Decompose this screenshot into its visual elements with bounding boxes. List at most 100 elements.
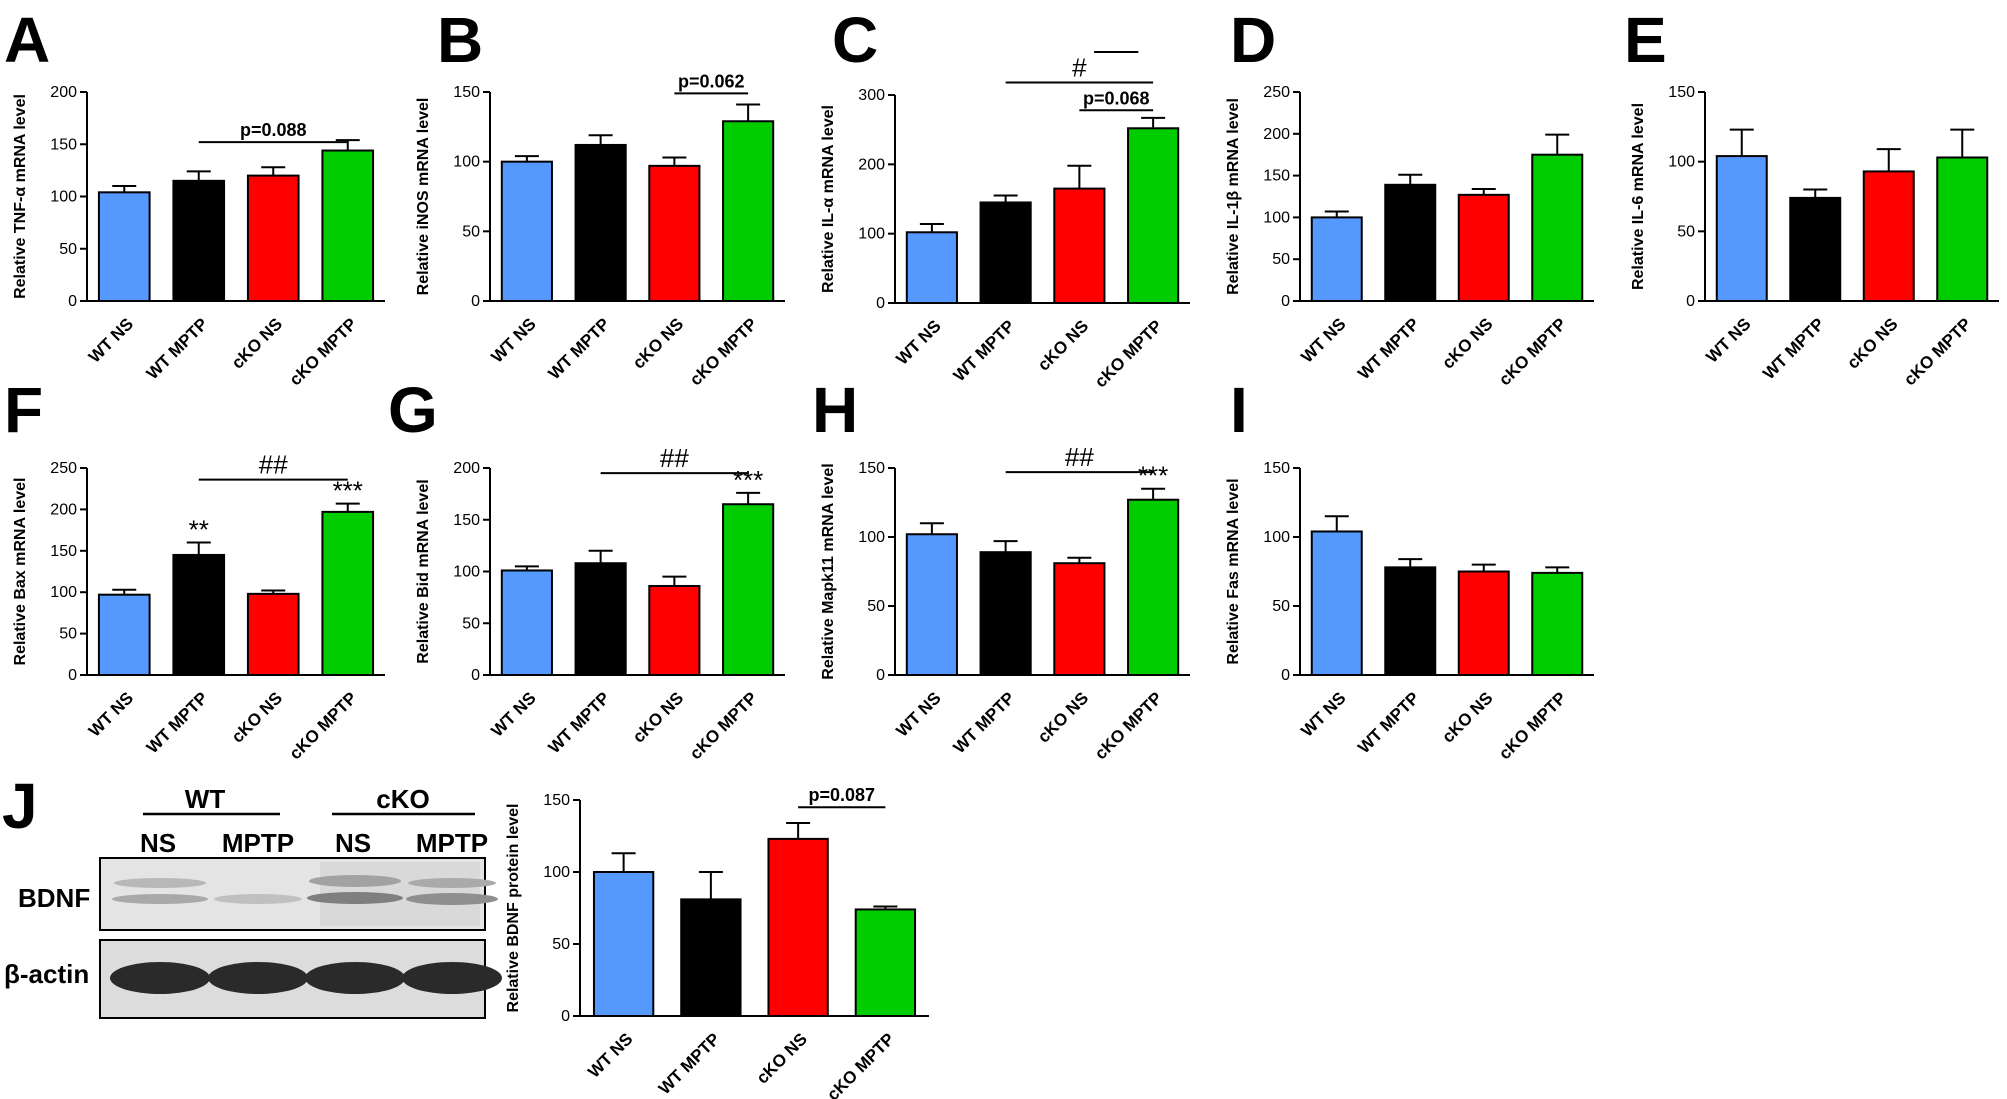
category-label: cKO MPTP bbox=[1495, 314, 1570, 389]
y-tick-label: 100 bbox=[50, 584, 77, 601]
y-tick-label: 50 bbox=[59, 241, 77, 258]
y-tick-label: 100 bbox=[1263, 209, 1290, 226]
y-axis-label: Relative Fas mRNA level bbox=[1225, 478, 1242, 664]
y-axis-label: Relative TNF-α mRNA level bbox=[12, 94, 29, 299]
comparison-label: p=0.088 bbox=[240, 120, 307, 140]
y-tick-label: 50 bbox=[462, 615, 480, 632]
category-label: cKO NS bbox=[1438, 314, 1496, 372]
significance-marker: *** bbox=[333, 476, 363, 506]
y-tick-label: 0 bbox=[68, 667, 77, 684]
y-tick-label: 100 bbox=[1668, 154, 1695, 171]
bar bbox=[767, 837, 829, 1017]
significance-marker: ** bbox=[189, 515, 209, 545]
bar bbox=[172, 553, 226, 676]
charts-layer: A 0 50 100 150 200 Relative TNF-α mRNA level WT… bbox=[4, 4, 1999, 1099]
bar bbox=[1384, 566, 1437, 676]
category-label: WT NS bbox=[85, 688, 137, 740]
bdnf-band-1a bbox=[114, 878, 206, 888]
bar bbox=[592, 871, 655, 1017]
category-label: WT NS bbox=[1297, 688, 1349, 740]
bar bbox=[722, 120, 775, 303]
y-tick-label: 200 bbox=[50, 84, 77, 101]
comparison-label: # bbox=[1072, 53, 1087, 83]
bar bbox=[97, 593, 151, 677]
blot-lane-label-3: NS bbox=[335, 828, 371, 858]
category-label: WT MPTP bbox=[655, 1029, 724, 1098]
category-label: WT MPTP bbox=[1354, 314, 1423, 383]
significance-marker: *** bbox=[1138, 461, 1168, 491]
y-tick-label: 200 bbox=[858, 156, 885, 173]
category-label: WT MPTP bbox=[143, 314, 212, 383]
category-label: cKO NS bbox=[228, 688, 286, 746]
bar bbox=[854, 908, 917, 1017]
chart-d: D 0 50 100 150 200 250 Relative IL-1β mRNA leve… bbox=[1225, 4, 1594, 389]
y-tick-label: 150 bbox=[50, 136, 77, 153]
bar bbox=[1531, 153, 1584, 302]
category-label: cKO MPTP bbox=[286, 688, 361, 763]
category-label: cKO MPTP bbox=[1495, 688, 1570, 763]
bar bbox=[500, 160, 553, 302]
category-label: cKO MPTP bbox=[686, 314, 761, 389]
y-axis-label: Relative BDNF protein level bbox=[505, 804, 522, 1013]
bar bbox=[500, 569, 553, 677]
actin-band-1 bbox=[110, 962, 210, 994]
y-tick-label: 150 bbox=[543, 792, 570, 809]
category-label: WT MPTP bbox=[545, 314, 614, 383]
panel-letter: F bbox=[4, 374, 43, 446]
bar bbox=[648, 164, 701, 302]
comparison-label: p=0.068 bbox=[1083, 88, 1150, 108]
y-axis-label: Relative Mapk11 mRNA level bbox=[820, 463, 837, 679]
y-tick-label: 200 bbox=[1263, 126, 1290, 143]
y-tick-label: 150 bbox=[1668, 84, 1695, 101]
panel-letter: D bbox=[1230, 4, 1276, 76]
y-tick-label: 250 bbox=[50, 460, 77, 477]
blot-row-label-bdnf: BDNF bbox=[18, 883, 90, 913]
chart-j-bdnf: 0 50 100 150 Relative BDNF protein level WT N… bbox=[505, 785, 929, 1099]
category-label: cKO NS bbox=[753, 1029, 811, 1087]
y-tick-label: 0 bbox=[1281, 293, 1290, 310]
y-tick-label: 0 bbox=[471, 667, 480, 684]
y-tick-label: 0 bbox=[68, 293, 77, 310]
category-label: WT NS bbox=[893, 316, 945, 368]
chart-a: A 0 50 100 150 200 Relative TNF-α mRNA level WT… bbox=[4, 4, 385, 389]
bar bbox=[246, 592, 300, 677]
bar bbox=[979, 551, 1032, 676]
panel-letter: G bbox=[388, 374, 438, 446]
bdnf-band-2 bbox=[214, 894, 302, 904]
panel-letter: C bbox=[832, 4, 878, 76]
y-axis-label: Relative IL-1β mRNA level bbox=[1225, 98, 1242, 295]
y-axis-label: Relative IL-6 mRNA level bbox=[1630, 103, 1647, 290]
y-tick-label: 100 bbox=[858, 529, 885, 546]
bar bbox=[1127, 127, 1180, 304]
category-label: WT MPTP bbox=[143, 688, 212, 757]
y-tick-label: 150 bbox=[453, 512, 480, 529]
blot-lane-label-4: MPTP bbox=[416, 828, 488, 858]
blot-lane-label-2: MPTP bbox=[222, 828, 294, 858]
panel-letter: H bbox=[812, 374, 858, 446]
y-tick-label: 150 bbox=[1263, 460, 1290, 477]
category-label: cKO NS bbox=[1843, 314, 1901, 372]
comparison-label: ## bbox=[660, 443, 689, 473]
chart-i: I 0 50 100 150 Relative Fas mRNA level WT NS WT… bbox=[1225, 374, 1594, 763]
bar bbox=[1310, 216, 1363, 302]
panel-letter-j: J bbox=[2, 770, 38, 842]
y-axis-label: Relative IL-α mRNA level bbox=[820, 105, 837, 293]
chart-b: B 0 50 100 150 Relative iNOS mRNA level WT NS W… bbox=[415, 4, 785, 389]
y-tick-label: 50 bbox=[1272, 251, 1290, 268]
category-label: cKO MPTP bbox=[823, 1029, 898, 1099]
category-label: cKO NS bbox=[629, 314, 687, 372]
y-tick-label: 50 bbox=[1677, 223, 1695, 240]
category-label: cKO MPTP bbox=[1900, 314, 1975, 389]
category-label: cKO NS bbox=[1438, 688, 1496, 746]
y-axis-label: Relative iNOS mRNA level bbox=[415, 98, 432, 296]
bar bbox=[1457, 570, 1510, 676]
y-tick-label: 50 bbox=[1272, 598, 1290, 615]
panel-letter: B bbox=[437, 4, 483, 76]
comparison-label: ## bbox=[259, 450, 288, 480]
chart-c: C 0 100 200 300 Relative IL-α mRNA level WT NS… bbox=[820, 4, 1190, 391]
chart-f: F 0 50 100 150 200 250 Relative Bax mRNA level W… bbox=[4, 374, 385, 763]
y-tick-label: 0 bbox=[876, 295, 885, 312]
y-tick-label: 100 bbox=[50, 189, 77, 206]
y-tick-label: 100 bbox=[858, 226, 885, 243]
